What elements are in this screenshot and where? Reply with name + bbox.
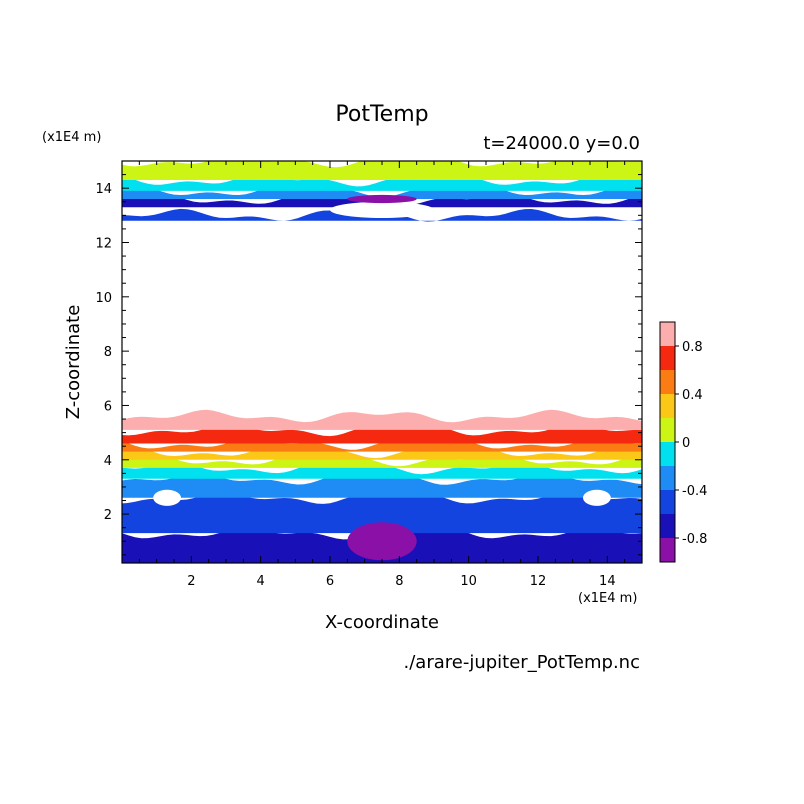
colorbar-tick-label: 0.4 [682,388,703,403]
colorbar-bin [660,514,675,538]
axes: 2 4 6 8 10 12 14 2 4 6 8 10 12 14 [95,160,643,589]
contour-feature [153,489,182,506]
plot-area [122,161,642,563]
colorbar-bin [660,442,675,466]
x-unit-label: (x1E4 m) [578,591,637,606]
contour-feature [347,194,417,204]
y-tick-label: 12 [95,236,112,251]
contour-feature [347,522,417,561]
chart-subtitle: t=24000.0 y=0.0 [483,133,640,154]
colorbar-bin [660,322,675,346]
contour-band [122,161,642,180]
contour-band [122,409,642,430]
colorbar-bin [660,490,675,514]
y-tick-label: 10 [95,291,112,306]
colorbar-bin [660,538,675,562]
colorbar-tick-label: -0.8 [682,532,707,547]
colorbar-bin [660,418,675,442]
colorbar-bin [660,394,675,418]
colorbar-tick-label: 0 [682,436,690,451]
source-file-label: ./arare-jupiter_PotTemp.nc [404,652,640,673]
x-tick-label: 6 [326,574,334,589]
x-tick-label: 4 [257,574,265,589]
x-tick-label: 10 [460,574,477,589]
y-axis-label: Z-coordinate [63,305,84,420]
colorbar-bin [660,466,675,490]
colorbar-bin [660,370,675,394]
x-axis-label: X-coordinate [325,612,439,633]
colorbar: 0.8 0.4 0 -0.4 -0.8 [659,321,707,563]
contour-band [122,472,642,498]
chart-title: PotTemp [335,102,428,127]
contour-band [122,185,642,199]
y-tick-label: 4 [104,454,112,469]
x-tick-label: 12 [530,574,547,589]
y-tick-label: 2 [104,508,112,523]
x-tick-label: 8 [395,574,403,589]
y-tick-label: 6 [104,399,112,414]
contour-feature [583,489,611,506]
contour-band [122,491,642,534]
y-tick-label: 14 [95,182,112,197]
y-unit-label: (x1E4 m) [42,130,101,145]
colorbar-tick-label: 0.8 [682,340,703,355]
colorbar-bin [660,346,675,370]
y-tick-label: 8 [104,345,112,360]
colorbar-tick-label: -0.4 [682,484,707,499]
contour-band [122,445,642,460]
x-tick-label: 14 [599,574,616,589]
x-tick-label: 2 [187,574,195,589]
contour-feature [330,201,434,218]
